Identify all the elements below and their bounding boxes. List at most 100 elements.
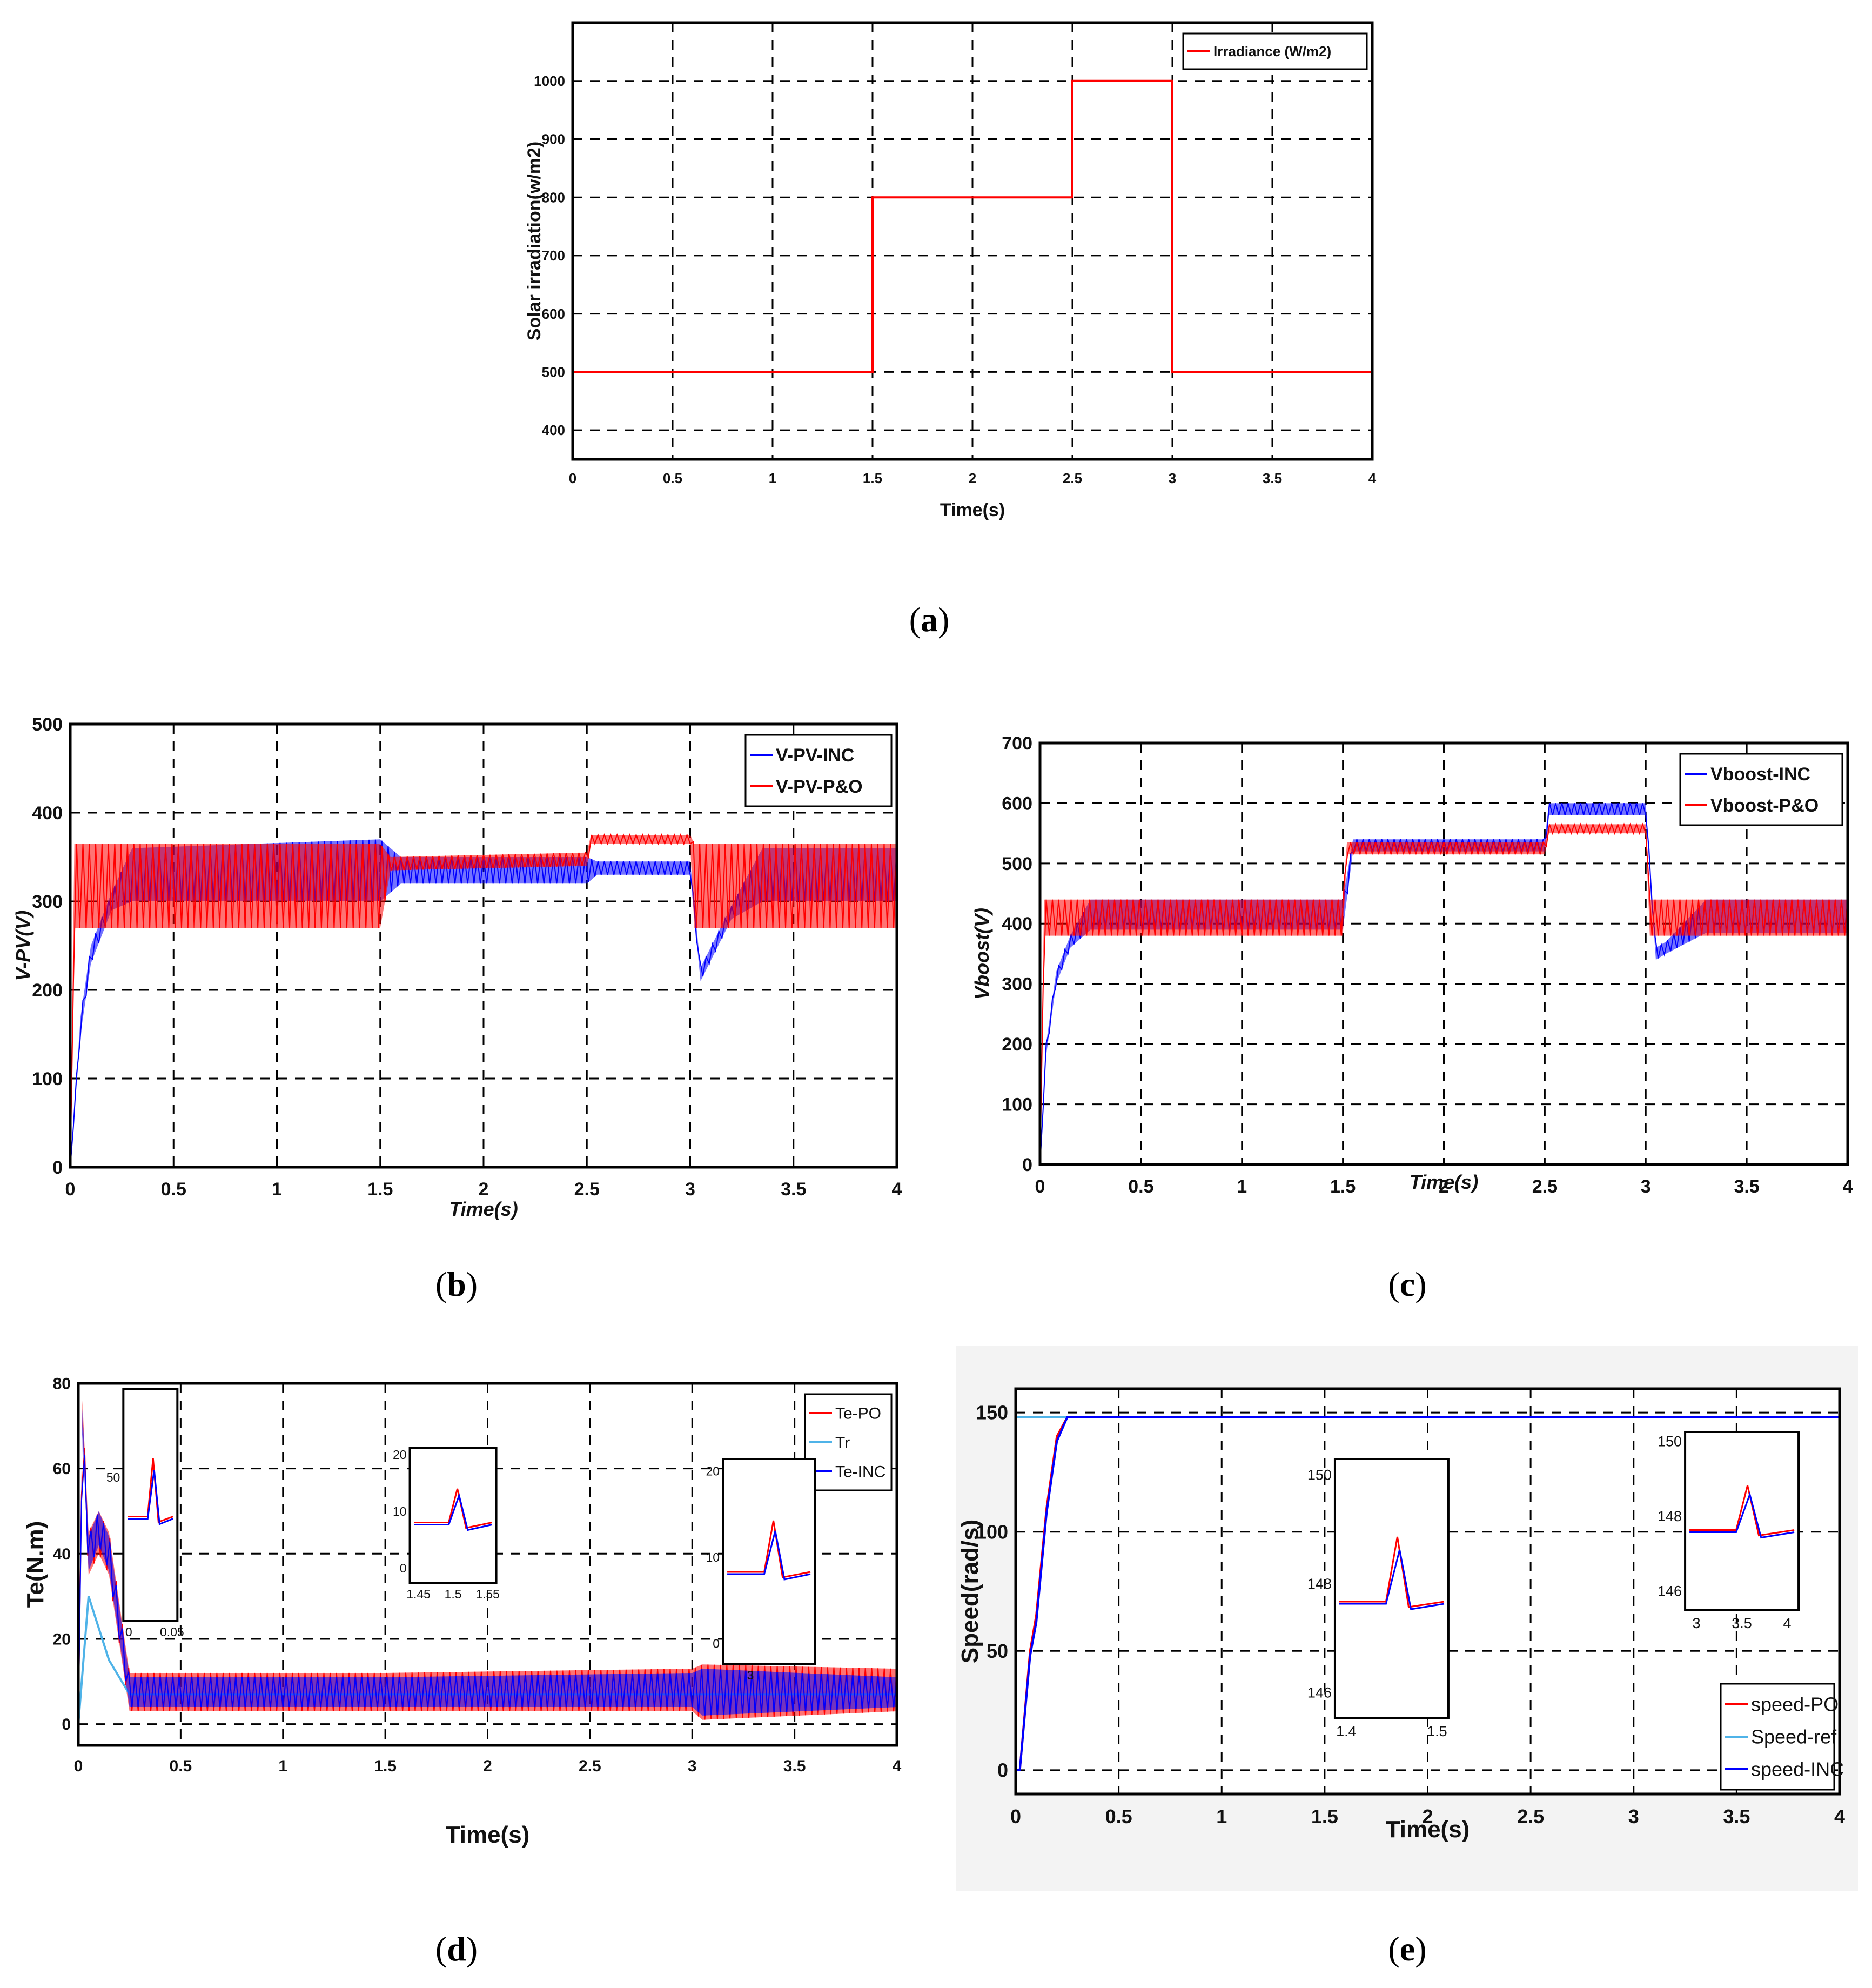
- grid: [1040, 743, 1848, 1164]
- series-group: [78, 1400, 897, 1724]
- legend-box: [1182, 32, 1368, 70]
- series-vboost-p-o-band: [1040, 824, 1848, 1164]
- x-axis-label: Time(s): [940, 500, 1005, 520]
- y-tick-label: 500: [542, 364, 565, 380]
- caption-d: (d): [435, 1930, 478, 1968]
- inset-frame: [408, 1447, 498, 1584]
- legend-label: Vboost-INC: [1710, 764, 1810, 785]
- y-tick-label: 40: [53, 1545, 71, 1563]
- inset-y-tick: 20: [706, 1464, 720, 1478]
- x-tick-label: 3.5: [783, 1757, 806, 1775]
- caption-c: (c): [1388, 1265, 1427, 1303]
- x-tick-label: 2: [969, 470, 976, 486]
- y-tick-label: 600: [1002, 793, 1032, 814]
- legend-label: V-PV-INC: [776, 745, 854, 766]
- plot-frame: [1038, 741, 1849, 1166]
- inset-x-tick: 0: [125, 1625, 132, 1639]
- x-tick-label: 0.5: [663, 470, 682, 486]
- series-irradiance-w-m2-: [573, 79, 1372, 373]
- x-tick-label: 4: [1843, 1176, 1853, 1197]
- y-axis-label: Vboost(V): [971, 908, 993, 1000]
- inset-y-tick: 146: [1658, 1583, 1682, 1599]
- y-tick-label: 0: [997, 1759, 1008, 1781]
- inset-1: 0 0.05 50: [106, 1388, 184, 1639]
- x-tick-label: 0: [74, 1757, 83, 1775]
- x-tick-label: 2: [1422, 1805, 1433, 1828]
- x-tick-label: 1.5: [367, 1179, 393, 1200]
- y-axis-label: Te(N.m): [22, 1521, 49, 1608]
- x-tick-label: 2.5: [1532, 1176, 1558, 1197]
- x-tick-label: 2.5: [574, 1179, 600, 1200]
- x-tick-label: 3: [1169, 470, 1176, 486]
- x-tick-label: 3.5: [1723, 1805, 1750, 1828]
- plot-frame: [77, 1382, 898, 1747]
- x-tick-label: 3: [688, 1757, 697, 1775]
- x-tick-label: 0.5: [170, 1757, 192, 1775]
- inset-2: 3 3.5 4 150 148 146: [1658, 1431, 1800, 1631]
- legend-label: Vboost-P&O: [1710, 795, 1819, 816]
- x-tick-label: 2.5: [1517, 1805, 1544, 1828]
- inset-frame: [122, 1388, 179, 1622]
- inset-trace-red: [128, 1458, 173, 1523]
- inset-x-tick: 3: [1693, 1615, 1701, 1631]
- legend: V-PV-INC V-PV-P&O: [744, 734, 893, 807]
- inset-x-tick: 1.55: [475, 1587, 500, 1601]
- inset-y-tick: 20: [393, 1448, 407, 1462]
- y-tick-label: 100: [976, 1521, 1008, 1543]
- y-axis-label: V-PV(V): [12, 911, 34, 981]
- inset-x-tick: 1.5: [1427, 1723, 1447, 1739]
- x-tick-label: 0: [1035, 1176, 1045, 1197]
- y-tick-label: 80: [53, 1375, 71, 1393]
- y-tick-label: 300: [1002, 974, 1032, 995]
- series-te-inc-ripple: [78, 1455, 897, 1724]
- series-te-inc-band: [78, 1409, 897, 1724]
- y-tick-label: 400: [32, 803, 63, 824]
- chart-svg-c: 0 0.5 1 1.5 2 2.5 3 3.5 4 0 100 200 300 400 500 600 700 T…: [971, 733, 1853, 1197]
- tick-labels: 0 0.5 1 1.5 2 2.5 3 3.5 4 0 100 200 300 400 500 600 700: [1002, 733, 1853, 1197]
- y-tick-label: 100: [1002, 1094, 1032, 1115]
- x-axis-label: Time(s): [1410, 1171, 1478, 1193]
- x-tick-label: 3: [685, 1179, 695, 1200]
- y-tick-label: 0: [52, 1157, 63, 1178]
- y-tick-label: 500: [1002, 854, 1032, 874]
- inset-trace-red: [414, 1488, 492, 1529]
- legend: Irradiance (W/m2): [1182, 32, 1368, 70]
- caption-e: (e): [1388, 1930, 1427, 1968]
- x-tick-label: 0.5: [1128, 1176, 1153, 1197]
- legend: Vboost-INC Vboost-P&O: [1679, 753, 1843, 826]
- chart-panel-a: 0 0.5 1 1.5 2 2.5 3 3.5 4 400 500 600 700 800 900 1000 T…: [481, 5, 1388, 551]
- tick-labels: 0 0.5 1 1.5 2 2.5 3 3.5 4 0 50 100 150: [976, 1402, 1845, 1828]
- chart-panel-e: 0 0.5 1 1.5 2 2.5 3 3.5 4 0 50 100 150 Time(s) Speed(r…: [956, 1346, 1858, 1891]
- chart-panel-b: 0 0.5 1 1.5 2 2.5 3 3.5 4 0 100 200 300 400 500 Time(s)…: [5, 675, 908, 1221]
- inset-y-tick: 148: [1307, 1576, 1332, 1592]
- chart-panel-d: 0 0.5 1 1.5 2 2.5 3 3.5 4 0 20 40 60 80 Time(s) Te(N.m)…: [5, 1346, 908, 1891]
- y-axis-label: Speed(rad/s): [957, 1520, 983, 1664]
- inset-y-tick: 0: [713, 1637, 720, 1651]
- x-tick-label: 1: [272, 1179, 282, 1200]
- inset-y-tick: 150: [1307, 1467, 1332, 1483]
- x-tick-label: 2: [483, 1757, 492, 1775]
- plot-frame: [1014, 1387, 1841, 1796]
- inset-frame: [722, 1458, 816, 1665]
- series-group: [70, 833, 897, 1167]
- series-group: [573, 79, 1372, 373]
- x-tick-label: 3.5: [781, 1179, 806, 1200]
- chart-svg-a: 0 0.5 1 1.5 2 2.5 3 3.5 4 400 500 600 700 800 900 1000 T…: [524, 21, 1377, 520]
- inset-y-tick: 10: [706, 1550, 720, 1564]
- inset-trace-red: [727, 1520, 811, 1578]
- x-tick-label: 3: [1641, 1176, 1651, 1197]
- y-tick-label: 150: [976, 1402, 1008, 1424]
- inset-y-tick: 150: [1658, 1433, 1682, 1449]
- inset-trace-red: [1689, 1485, 1795, 1537]
- inset-x-tick: 3.5: [1732, 1615, 1752, 1631]
- tick-labels: 0 0.5 1 1.5 2 2.5 3 3.5 4 0 100 200 300 400 500: [32, 714, 902, 1200]
- x-tick-label: 1.5: [1330, 1176, 1356, 1197]
- inset-trace-blue: [1689, 1491, 1795, 1539]
- inset-y-tick: 148: [1658, 1508, 1682, 1524]
- y-tick-label: 700: [1002, 733, 1032, 754]
- x-tick-label: 1: [1216, 1805, 1227, 1828]
- x-axis-label: Time(s): [1386, 1816, 1470, 1843]
- caption-b: (b): [435, 1265, 478, 1303]
- inset-y-tick: 10: [393, 1504, 407, 1518]
- chart-svg-b: 0 0.5 1 1.5 2 2.5 3 3.5 4 0 100 200 300 400 500 Time(s)…: [12, 714, 902, 1220]
